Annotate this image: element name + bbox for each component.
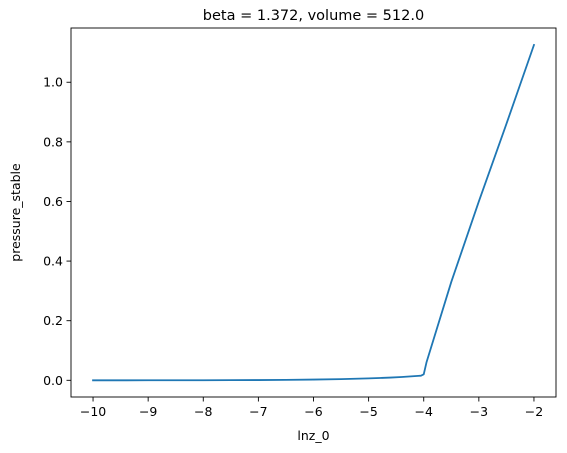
y-tick-label: 0.0 [43, 373, 63, 388]
y-axis-label: pressure_stable [8, 163, 23, 262]
x-tick-label: −7 [249, 404, 267, 419]
x-tick-label: −4 [415, 404, 433, 419]
y-tick-label: 0.6 [43, 194, 63, 209]
series-group [92, 43, 536, 382]
y-tick-label: 0.8 [43, 134, 63, 149]
y-tick-label: 0.4 [43, 254, 63, 269]
x-tick-label: −10 [80, 404, 106, 419]
y-tick-label: 0.2 [43, 313, 63, 328]
chart-title: beta = 1.372, volume = 512.0 [203, 8, 424, 24]
plot-frame [70, 27, 557, 398]
x-axis: −10 −9 −8 −7 −6 −5 −4 −3 −2 [80, 397, 543, 419]
y-axis: 0.0 0.2 0.4 0.6 0.8 1.0 [43, 75, 71, 388]
x-tick-label: −6 [304, 404, 322, 419]
x-tick-label: −2 [525, 404, 543, 419]
x-tick-label: −3 [470, 404, 488, 419]
plot-area [70, 27, 557, 398]
x-tick-label: −9 [139, 404, 157, 419]
series-line [92, 43, 536, 382]
x-tick-label: −5 [359, 404, 377, 419]
x-tick-label: −8 [194, 404, 212, 419]
x-axis-label: lnz_0 [297, 428, 329, 443]
y-tick-label: 1.0 [43, 75, 63, 90]
